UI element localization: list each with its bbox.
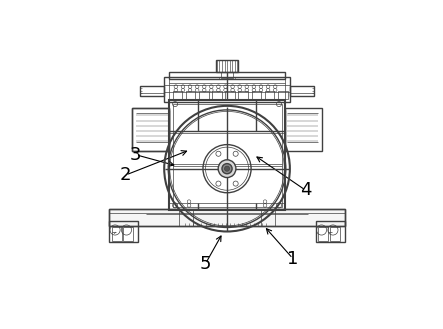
- Bar: [109, 209, 345, 226]
- Bar: [132, 108, 169, 151]
- Bar: [112, 227, 122, 241]
- Bar: [278, 91, 288, 99]
- Bar: [186, 91, 195, 99]
- Bar: [140, 86, 164, 96]
- Circle shape: [225, 166, 229, 171]
- Bar: [252, 91, 261, 99]
- Bar: [238, 91, 248, 99]
- Bar: [285, 108, 322, 151]
- Bar: [216, 60, 238, 72]
- Bar: [265, 91, 274, 99]
- Text: 5: 5: [200, 255, 211, 273]
- Bar: [212, 91, 222, 99]
- Bar: [199, 91, 209, 99]
- Circle shape: [218, 160, 236, 178]
- Text: 3: 3: [130, 146, 142, 164]
- Bar: [169, 72, 285, 79]
- Bar: [222, 72, 233, 78]
- Bar: [318, 227, 328, 241]
- Circle shape: [222, 164, 232, 174]
- Bar: [179, 211, 193, 226]
- Bar: [173, 104, 281, 207]
- Text: 4: 4: [300, 181, 311, 199]
- Text: 2: 2: [120, 166, 132, 184]
- Bar: [109, 221, 138, 242]
- Bar: [109, 209, 345, 226]
- Bar: [219, 77, 235, 79]
- Bar: [169, 79, 285, 100]
- Bar: [132, 108, 169, 151]
- Bar: [123, 227, 133, 241]
- Text: 1: 1: [287, 250, 299, 267]
- Bar: [261, 211, 275, 226]
- Bar: [164, 78, 290, 102]
- Bar: [169, 100, 285, 211]
- Bar: [225, 91, 235, 99]
- Bar: [316, 221, 345, 242]
- Bar: [290, 86, 315, 96]
- Bar: [173, 91, 182, 99]
- Bar: [330, 227, 340, 241]
